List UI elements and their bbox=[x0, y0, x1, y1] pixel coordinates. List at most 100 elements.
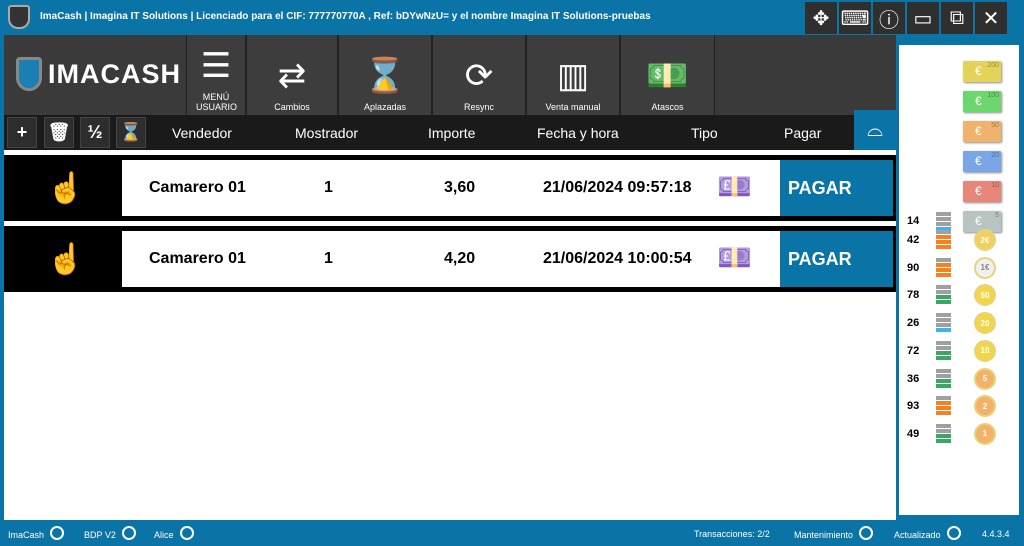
status-actualizado: Actualizado bbox=[894, 526, 961, 540]
imacash-logo: IMACASH bbox=[16, 57, 181, 91]
level-bar bbox=[936, 368, 951, 388]
exchange-icon: ⇄ bbox=[277, 57, 307, 95]
mostrador: 1 bbox=[324, 179, 333, 196]
pagar-button[interactable]: PAGAR bbox=[780, 160, 893, 216]
toolbar: IMACASH ☰ MENÚ USUARIO ⇄ Cambios ⌛ Aplazada… bbox=[4, 35, 896, 115]
level-bar bbox=[936, 396, 951, 416]
coin-20: 20 bbox=[974, 312, 996, 335]
status-label: Actualizado bbox=[894, 529, 941, 540]
add-icon[interactable]: + bbox=[7, 117, 37, 148]
status-label: Alice bbox=[154, 529, 174, 540]
vendedor: Camarero 01 bbox=[149, 250, 246, 267]
tool-label: MENÚ USUARIO bbox=[196, 92, 238, 112]
maximize-icon[interactable]: ⧉ bbox=[941, 2, 973, 34]
fecha: 21/06/2024 09:57:18 bbox=[543, 179, 692, 196]
venta-manual-button[interactable]: ▥ Venta manual bbox=[526, 35, 620, 115]
keyboard-icon[interactable]: ⌨ bbox=[839, 2, 871, 34]
importe: 4,20 bbox=[444, 250, 476, 267]
cambios-button[interactable]: ⇄ Cambios bbox=[246, 35, 338, 115]
logo-text: IMACASH bbox=[48, 58, 181, 89]
minimize-icon[interactable]: ▭ bbox=[907, 2, 939, 34]
status-alice: Alice bbox=[154, 526, 194, 540]
status-bar: ImaCash BDP V2 Alice Transacciones: 2/2 … bbox=[0, 522, 1024, 546]
version: 4.4.3.4 bbox=[982, 529, 1010, 539]
aplazadas-button[interactable]: ⌛ Aplazadas bbox=[338, 35, 432, 115]
denomination-count: 49 bbox=[907, 427, 920, 440]
trash-icon[interactable]: 🗑 bbox=[44, 117, 74, 148]
denomination-count: 42 bbox=[907, 234, 920, 246]
col-pagar: Pagar bbox=[784, 125, 822, 141]
denomination-count: 93 bbox=[907, 400, 920, 413]
move-icon[interactable]: ✥ bbox=[805, 2, 837, 34]
denomination-count: 26 bbox=[907, 317, 920, 330]
hand-pointer-icon[interactable]: ☝ bbox=[10, 231, 122, 287]
status-label: BDP V2 bbox=[84, 529, 116, 540]
banknote-200: €200 bbox=[963, 61, 1001, 82]
coin-1: 1 bbox=[974, 422, 996, 445]
app-logo-icon bbox=[8, 5, 30, 29]
hand-pointer-icon[interactable]: ☝ bbox=[10, 160, 122, 216]
col-tipo: Tipo bbox=[691, 125, 718, 141]
money-jam-icon: 💵 bbox=[646, 57, 689, 95]
collapse-icon: ⌓ bbox=[867, 118, 883, 141]
status-indicator-icon bbox=[179, 526, 194, 540]
tool-label: Venta manual bbox=[545, 102, 601, 112]
coin-2: 2 bbox=[974, 395, 996, 418]
status-imacash: ImaCash bbox=[8, 526, 65, 540]
coin-2€: 2€ bbox=[974, 229, 996, 251]
hourglass-icon: ⌛ bbox=[363, 57, 407, 95]
cash-level-panel: €200 €100 €50 €20 €10 €5 14 2€ 42 1€ 90 50 78 20 26 10 7… bbox=[898, 44, 1020, 516]
level-bar bbox=[936, 313, 951, 333]
coin-5: 5 bbox=[974, 367, 996, 390]
vendedor: Camarero 01 bbox=[149, 179, 246, 196]
col-importe: Importe bbox=[428, 125, 476, 141]
coin-1€: 1€ bbox=[974, 256, 996, 279]
col-mostrador: Mostrador bbox=[295, 125, 359, 141]
col-vendedor: Vendedor bbox=[172, 125, 232, 141]
status-label: ImaCash bbox=[8, 529, 45, 540]
importe: 3,60 bbox=[444, 179, 476, 196]
resync-button[interactable]: ⟳ Resync bbox=[432, 35, 526, 115]
tool-label: Atascos bbox=[651, 102, 684, 112]
banknote-10: €10 bbox=[963, 181, 1001, 202]
level-bar bbox=[936, 257, 951, 277]
coin-10: 10 bbox=[974, 339, 996, 362]
hourglass-icon[interactable]: ⌛ bbox=[116, 117, 146, 148]
mostrador: 1 bbox=[324, 250, 333, 267]
denomination-count: 14 bbox=[907, 215, 920, 227]
sync-icon: ⟳ bbox=[464, 57, 494, 95]
status-label: Mantenimiento bbox=[794, 529, 854, 540]
menu-icon: ☰ bbox=[200, 47, 232, 85]
level-bar bbox=[936, 423, 951, 443]
coin-50: 50 bbox=[974, 284, 996, 307]
menu-usuario-button[interactable]: ☰ MENÚ USUARIO bbox=[186, 35, 246, 115]
banknote-20: €20 bbox=[963, 151, 1001, 172]
title-bar: ImaCash | Imagina IT Solutions | Licenci… bbox=[0, 0, 1024, 34]
status-indicator-icon bbox=[50, 526, 65, 540]
table-row[interactable]: ☝ Camarero 01 1 3,60 21/06/2024 09:57:18… bbox=[4, 155, 896, 221]
transacciones-count: Transacciones: 2/2 bbox=[694, 529, 770, 539]
close-icon[interactable]: ✕ bbox=[975, 2, 1007, 34]
level-bar bbox=[936, 285, 951, 305]
status-indicator-icon bbox=[946, 526, 961, 540]
denomination-count: 36 bbox=[907, 372, 920, 385]
banknote-50: €50 bbox=[963, 121, 1001, 142]
level-bar bbox=[936, 340, 951, 360]
status-bdp: BDP V2 bbox=[84, 526, 136, 540]
level-bar bbox=[936, 230, 951, 249]
cash-payment-icon: 💷 bbox=[717, 242, 752, 273]
fecha: 21/06/2024 10:00:54 bbox=[543, 250, 692, 267]
split-half-icon[interactable]: ½ bbox=[80, 117, 110, 148]
table-row[interactable]: ☝ Camarero 01 1 4,20 21/06/2024 10:00:54… bbox=[4, 226, 896, 292]
status-indicator-icon bbox=[859, 526, 874, 540]
info-icon[interactable]: ⓘ bbox=[873, 2, 905, 34]
banknote-5: €5 bbox=[963, 211, 1001, 232]
pagar-button[interactable]: PAGAR bbox=[780, 231, 893, 287]
atascos-button[interactable]: 💵 Atascos bbox=[620, 35, 715, 115]
status-mantenimiento: Mantenimiento bbox=[794, 526, 874, 540]
tool-label: Aplazadas bbox=[363, 102, 407, 112]
abacus-icon: ▥ bbox=[556, 57, 590, 95]
collapse-button[interactable]: ⌓ bbox=[854, 110, 896, 150]
table-header: + 🗑 ½ ⌛ Vendedor Mostrador Importe Fecha… bbox=[4, 115, 854, 150]
tool-label: Resync bbox=[463, 102, 494, 112]
